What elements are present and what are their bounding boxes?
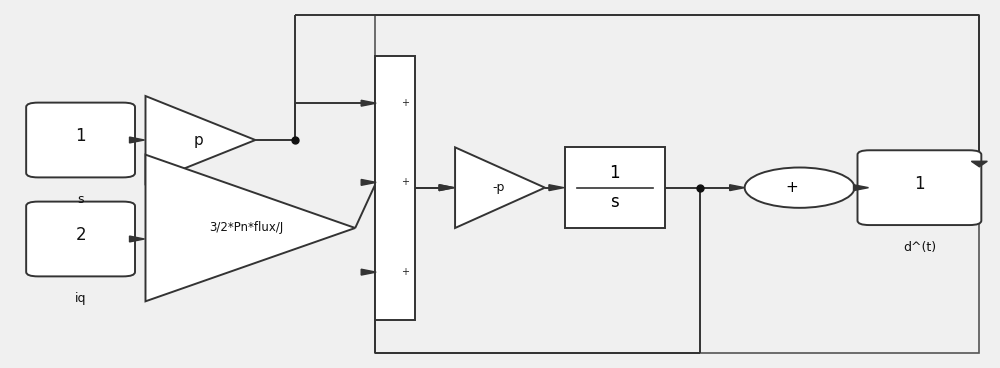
Polygon shape	[361, 100, 376, 106]
Text: -p: -p	[492, 181, 504, 194]
Text: +: +	[401, 267, 409, 277]
Bar	[375, 15, 979, 353]
Polygon shape	[455, 147, 545, 228]
FancyBboxPatch shape	[858, 150, 981, 225]
Polygon shape	[549, 185, 564, 191]
Text: +: +	[401, 177, 409, 187]
Circle shape	[745, 167, 855, 208]
Text: 1: 1	[610, 164, 620, 182]
Polygon shape	[130, 137, 144, 143]
Text: +: +	[401, 98, 409, 108]
FancyBboxPatch shape	[26, 103, 135, 177]
Polygon shape	[854, 185, 868, 191]
Text: d^(t): d^(t)	[903, 241, 936, 254]
Polygon shape	[971, 161, 987, 167]
Polygon shape	[361, 269, 376, 275]
Text: 1: 1	[914, 175, 925, 193]
Polygon shape	[439, 185, 454, 191]
Text: s: s	[610, 193, 619, 211]
Polygon shape	[439, 185, 454, 191]
Text: s: s	[77, 193, 84, 206]
Polygon shape	[130, 236, 144, 242]
Text: 3/2*Pn*flux/J: 3/2*Pn*flux/J	[209, 222, 283, 234]
Text: iq: iq	[75, 292, 86, 305]
Text: p: p	[193, 132, 203, 148]
Polygon shape	[361, 180, 376, 185]
Bar	[565, 147, 665, 228]
FancyBboxPatch shape	[26, 202, 135, 276]
Polygon shape	[730, 185, 745, 191]
Bar	[375, 56, 415, 320]
Polygon shape	[145, 155, 355, 301]
Text: 2: 2	[75, 226, 86, 244]
Polygon shape	[145, 96, 255, 184]
Text: 1: 1	[75, 127, 86, 145]
Text: +: +	[785, 180, 798, 195]
